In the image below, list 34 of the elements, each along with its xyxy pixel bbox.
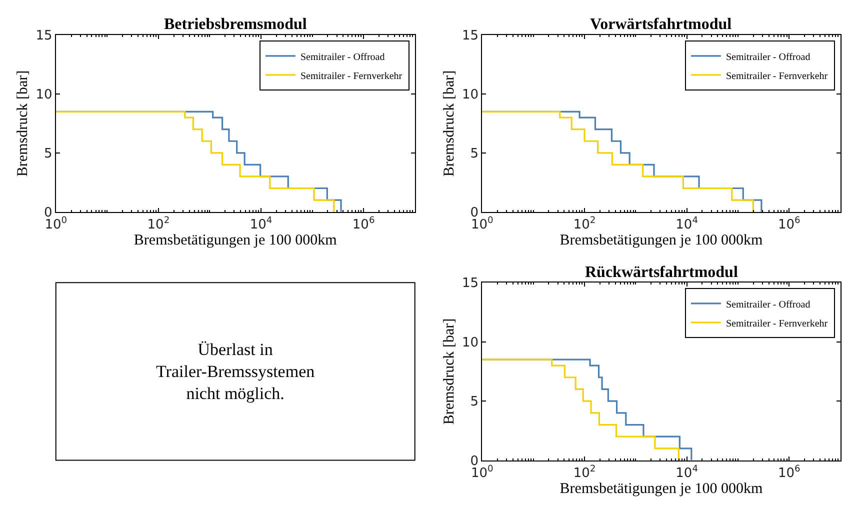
- y-tick-label: 10: [36, 88, 52, 103]
- y-tick-label: 10: [462, 88, 479, 103]
- chart-title: Betriebsbremsmodul: [164, 16, 308, 33]
- y-tick-label: 10: [462, 335, 479, 350]
- legend-label: Semitrailer - Fernverkehr: [726, 70, 828, 82]
- chart-title: Vorwärtsfahrtmodul: [590, 16, 732, 33]
- y-axis-title: Bremsdruck [bar]: [14, 70, 31, 177]
- y-tick-label: 15: [36, 28, 52, 44]
- x-tick-label: 10$^{4}$: [676, 216, 698, 232]
- x-tick-label: 10$^{4}$: [250, 216, 272, 232]
- x-tick-label: 10$^{2}$: [573, 216, 596, 232]
- x-tick-label: 10$^{6}$: [778, 464, 801, 481]
- chart-title: Rückwärtsfahrtmodul: [585, 264, 738, 281]
- text: Überlast in Trailer-Bremssystemen nicht möglich.: [156, 340, 316, 404]
- x-axis-title: Bremsbetätigungen je 100 000km: [134, 232, 338, 248]
- y-tick-label: 5: [470, 394, 479, 410]
- legend-label: Semitrailer - Offroad: [726, 52, 810, 63]
- y-tick-label: 15: [462, 28, 479, 44]
- y-tick-label: 5: [470, 146, 479, 162]
- x-tick-label: 10$^{6}$: [352, 216, 375, 232]
- x-tick-label: 10$^{6}$: [778, 216, 801, 232]
- legend-label: Semitrailer - Offroad: [300, 52, 385, 63]
- y-axis-title: Bremsdruck [bar]: [441, 318, 458, 425]
- x-axis-title: Bremsbetätigungen je 100 000km: [560, 480, 764, 497]
- x-axis-title: Bremsbetätigungen je 100 000km: [560, 232, 764, 248]
- y-tick-label: 15: [462, 276, 479, 292]
- legend-label: Semitrailer - Fernverkehr: [300, 70, 403, 82]
- legend-label: Semitrailer - Offroad: [726, 299, 810, 310]
- x-tick-label: 10$^{2}$: [573, 464, 596, 481]
- y-axis-title: Bremsdruck [bar]: [441, 70, 458, 177]
- x-tick-label: 10$^{2}$: [147, 216, 170, 232]
- x-tick-label: 10$^{4}$: [676, 464, 698, 481]
- y-tick-label: 5: [44, 146, 52, 162]
- legend-label: Semitrailer - Fernverkehr: [726, 318, 828, 330]
